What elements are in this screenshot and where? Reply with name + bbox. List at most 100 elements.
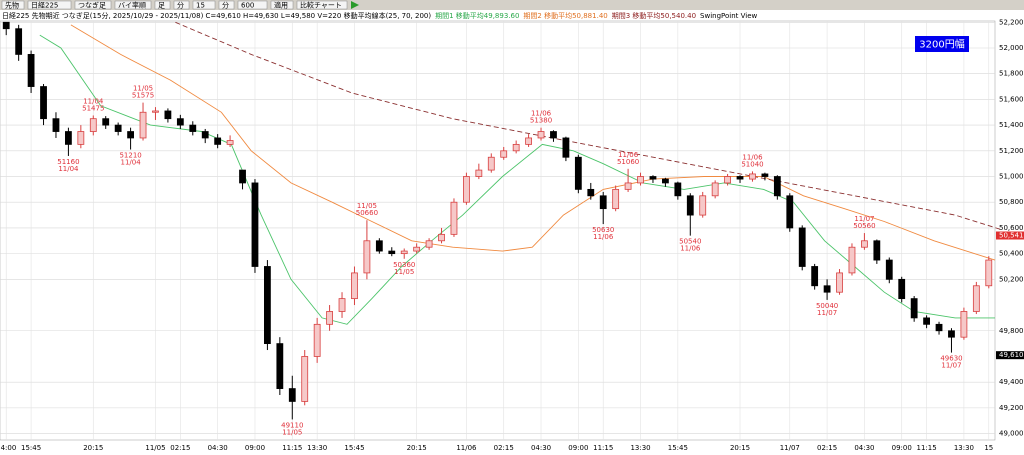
range-badge-label: 3200円幅 xyxy=(919,38,964,51)
swing-label: 50560 xyxy=(853,222,875,230)
candle-body xyxy=(861,240,868,248)
toolbar-control[interactable] xyxy=(237,0,268,10)
price-label: 50,541 xyxy=(999,232,1024,240)
x-tick-label: 20:15 xyxy=(407,444,427,452)
swing-label: 51060 xyxy=(617,158,639,166)
swing-label: 11/05 xyxy=(357,202,377,210)
x-tick-label: 13:30 xyxy=(307,444,327,452)
candle-body xyxy=(972,285,980,312)
candle-body xyxy=(749,173,756,180)
candle-body xyxy=(550,131,557,139)
candle-body xyxy=(450,201,458,235)
y-tick-label: 49,200 xyxy=(999,404,1024,412)
toolbar-label: 分 xyxy=(222,1,229,10)
toolbar-control[interactable] xyxy=(74,0,112,10)
x-tick-label: 15:45 xyxy=(21,444,41,452)
x-tick-label: 11/05 xyxy=(145,444,165,452)
candle-body xyxy=(89,118,97,132)
candle-body xyxy=(214,137,222,145)
swing-label: 11/07 xyxy=(817,309,837,317)
swing-label: 11/05 xyxy=(282,428,302,436)
x-tick-label: 09:00 xyxy=(892,444,912,452)
swing-label: 51575 xyxy=(132,92,154,100)
candle-body xyxy=(15,28,23,55)
candle-body xyxy=(264,266,271,345)
toolbar-control[interactable] xyxy=(218,0,235,10)
candle-body xyxy=(351,272,358,300)
candle-body xyxy=(624,182,632,190)
y-tick-label: 50,200 xyxy=(999,275,1024,283)
candle-body xyxy=(873,240,881,261)
toolbar-label: 比較チャート xyxy=(300,1,342,10)
candle-body xyxy=(226,140,234,145)
candle-body xyxy=(326,311,333,325)
x-tick-label: 11/07 xyxy=(780,444,800,452)
candle-body xyxy=(885,259,893,280)
toolbar-control[interactable] xyxy=(1,0,25,10)
swing-label: 51380 xyxy=(530,117,552,125)
candle-body xyxy=(201,131,209,139)
toolbar-control[interactable] xyxy=(27,0,72,10)
x-tick-label: 13:30 xyxy=(954,444,974,452)
candle-body xyxy=(823,285,831,293)
candle-body xyxy=(114,124,122,132)
x-tick-label: 04:30 xyxy=(208,444,228,452)
candle-body xyxy=(463,176,470,203)
swing-label: 11/06 xyxy=(531,110,552,118)
candle-body xyxy=(239,169,246,184)
x-tick-label: 11:15 xyxy=(917,444,937,452)
toolbar-label: 15 xyxy=(196,2,205,10)
swing-label: 51160 xyxy=(57,158,79,166)
toolbar-control[interactable] xyxy=(114,0,152,10)
toolbar-control[interactable] xyxy=(270,0,294,10)
y-tick-label: 51,800 xyxy=(999,70,1024,78)
candle-body xyxy=(985,259,993,287)
candle-body xyxy=(923,317,930,325)
candle-body xyxy=(375,240,383,252)
candle-body xyxy=(512,143,520,152)
play-icon[interactable] xyxy=(351,1,359,9)
info-segment: 期間3 移動平均50,540.40 xyxy=(612,11,696,20)
swing-label: 50540 xyxy=(679,238,701,246)
candle-body xyxy=(40,86,47,120)
candle-body xyxy=(400,250,408,255)
candle-body xyxy=(773,176,781,197)
x-tick-label: 15:45 xyxy=(344,444,364,452)
x-tick-label: 13:30 xyxy=(630,444,650,452)
swing-label: 11/07 xyxy=(854,215,874,223)
swing-label: 51475 xyxy=(82,104,104,112)
toolbar-control[interactable] xyxy=(154,0,171,10)
y-tick-label: 49,000 xyxy=(999,430,1024,438)
y-tick-label: 51,600 xyxy=(999,95,1024,103)
x-tick-label: 02:15 xyxy=(170,444,190,452)
candle-body xyxy=(127,131,134,139)
candle-body xyxy=(587,188,595,197)
candle-body xyxy=(699,195,707,216)
candle-body xyxy=(836,272,843,293)
info-bar xyxy=(0,10,1024,21)
swing-label: 11/04 xyxy=(83,97,104,105)
swing-label: 11/05 xyxy=(133,85,153,93)
x-tick-label: 15:45 xyxy=(668,444,688,452)
moving-average-line xyxy=(175,21,1001,230)
x-tick-label: 14:00 xyxy=(0,444,16,452)
candle-body xyxy=(388,250,396,255)
candle-body xyxy=(276,343,284,389)
candle-body xyxy=(798,227,806,267)
candle-body xyxy=(786,195,794,229)
candle-body xyxy=(935,323,943,332)
candle-body xyxy=(363,240,371,274)
toolbar-control[interactable] xyxy=(296,0,348,10)
toolbar-control[interactable] xyxy=(173,0,190,10)
y-tick-label: 50,600 xyxy=(999,224,1024,232)
info-segment: SwingPoint View xyxy=(700,12,757,20)
candle-body xyxy=(27,54,35,87)
toolbar-control[interactable] xyxy=(192,0,216,10)
candle-body xyxy=(413,246,421,252)
candle-body xyxy=(438,233,445,242)
toolbar-label: 足 xyxy=(158,2,165,10)
candle-body xyxy=(761,173,769,177)
candle-body xyxy=(52,118,60,132)
swing-label: 50040 xyxy=(816,302,838,310)
info-segment: 期間2 移動平均50,881.40 xyxy=(523,11,607,20)
